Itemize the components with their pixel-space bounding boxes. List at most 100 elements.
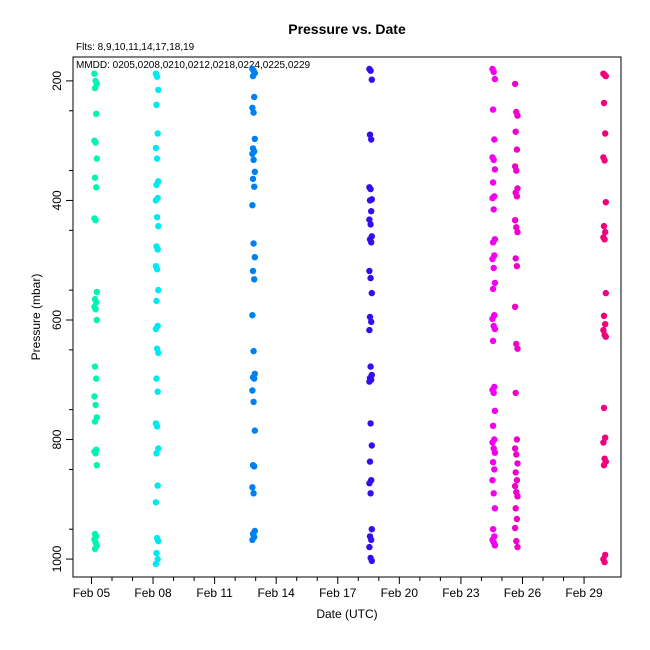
data-point xyxy=(251,183,258,190)
data-point xyxy=(489,285,497,293)
data-point xyxy=(511,445,519,452)
data-point xyxy=(250,109,257,116)
data-point xyxy=(366,313,374,321)
data-point xyxy=(251,135,258,143)
data-point xyxy=(368,76,375,83)
data-point xyxy=(366,458,374,465)
data-point xyxy=(489,239,497,246)
data-point xyxy=(368,442,375,449)
data-point xyxy=(513,537,520,545)
data-point xyxy=(367,490,374,497)
data-point xyxy=(367,185,374,193)
data-point xyxy=(155,445,162,452)
data-point xyxy=(153,101,160,109)
data-point xyxy=(602,321,609,328)
y-tick-label: 200 xyxy=(50,71,64,91)
data-point xyxy=(366,378,373,385)
data-point xyxy=(514,460,521,467)
data-point xyxy=(91,84,99,92)
data-point xyxy=(600,404,608,412)
data-point xyxy=(153,375,160,382)
x-tick-label: Feb 14 xyxy=(258,586,296,600)
data-point xyxy=(366,326,373,334)
data-point xyxy=(155,349,162,357)
data-point xyxy=(93,110,100,118)
data-point xyxy=(513,193,521,200)
data-point xyxy=(600,99,608,107)
data-point xyxy=(367,363,374,370)
data-point xyxy=(489,315,496,322)
data-point xyxy=(153,297,160,305)
data-point xyxy=(250,347,257,355)
data-point xyxy=(366,216,373,223)
data-point xyxy=(251,375,258,382)
data-point xyxy=(249,72,257,80)
data-point xyxy=(368,536,375,544)
data-point xyxy=(513,224,520,231)
data-point xyxy=(601,236,608,243)
data-point xyxy=(600,462,608,469)
data-point xyxy=(489,179,497,186)
data-point xyxy=(491,466,498,473)
data-point xyxy=(91,545,99,553)
data-point xyxy=(511,80,519,88)
data-point xyxy=(489,337,497,345)
data-point xyxy=(490,389,497,397)
data-point xyxy=(153,155,161,162)
data-point xyxy=(93,375,100,382)
data-point xyxy=(154,246,161,253)
data-point xyxy=(490,68,497,76)
data-point xyxy=(153,423,161,430)
data-point xyxy=(249,484,256,491)
chart-title: Pressure vs. Date xyxy=(288,21,406,37)
data-point xyxy=(366,197,374,204)
data-point xyxy=(251,93,258,101)
data-point xyxy=(249,150,256,157)
data-point xyxy=(511,303,519,310)
data-point xyxy=(368,239,375,246)
data-point xyxy=(489,439,496,446)
data-point xyxy=(250,490,257,497)
data-point xyxy=(152,560,160,568)
chart-subtitle: Flts: 8,9,10,11,14,17,18,19 xyxy=(76,42,195,53)
data-point xyxy=(155,86,162,94)
data-point xyxy=(600,222,608,230)
x-tick-label: Feb 11 xyxy=(196,586,233,600)
data-point xyxy=(601,558,608,566)
data-point xyxy=(602,72,609,80)
data-point xyxy=(490,156,497,163)
data-point xyxy=(367,221,374,228)
data-point xyxy=(602,333,609,340)
data-point xyxy=(152,144,160,152)
data-point xyxy=(153,73,161,80)
data-point xyxy=(91,70,98,77)
data-point xyxy=(366,480,373,487)
data-point xyxy=(512,469,519,476)
x-tick-label: Feb 29 xyxy=(565,586,603,600)
data-point xyxy=(511,524,519,532)
data-point xyxy=(491,279,499,287)
x-tick-label: Feb 20 xyxy=(381,586,419,600)
data-point xyxy=(93,155,101,162)
data-point xyxy=(513,146,521,153)
data-point xyxy=(93,316,101,324)
y-tick-label: 600 xyxy=(50,310,64,330)
data-point xyxy=(489,477,496,484)
data-point xyxy=(155,286,162,294)
x-axis: Feb 05 Feb 08 Feb 11 Feb 14 Feb 17 Feb 20 Feb … xyxy=(73,576,603,600)
data-point xyxy=(249,202,256,209)
data-point xyxy=(491,136,498,143)
data-point xyxy=(602,199,609,206)
data-point xyxy=(602,289,609,297)
data-point xyxy=(491,166,499,173)
data-point xyxy=(249,267,257,275)
data-point xyxy=(514,543,521,551)
x-tick-label: Feb 05 xyxy=(73,586,111,600)
data-point xyxy=(154,130,161,137)
data-point xyxy=(489,422,497,429)
data-point xyxy=(513,451,520,458)
data-point xyxy=(367,420,374,427)
data-point xyxy=(155,222,162,230)
data-point xyxy=(249,175,257,183)
